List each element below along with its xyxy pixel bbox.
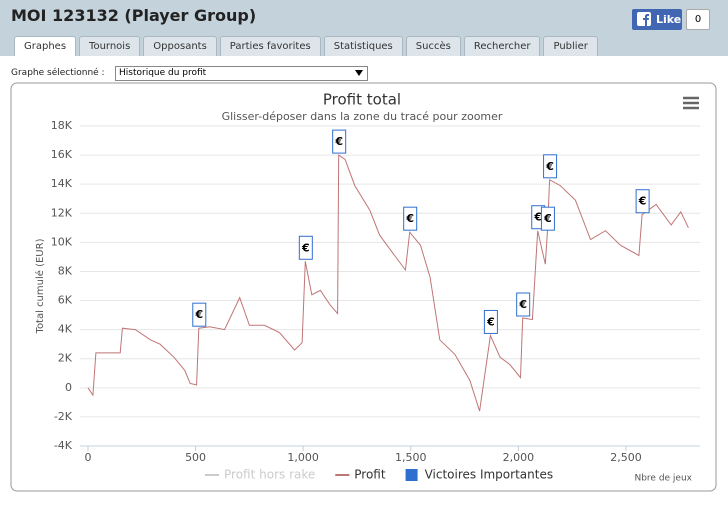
y-tick-label: -4K — [54, 439, 73, 452]
flag: € — [332, 129, 347, 154]
flag: € — [403, 206, 418, 231]
like-button[interactable]: Like — [632, 9, 682, 30]
x-tick-label: 500 — [185, 451, 206, 464]
facebook-icon — [637, 12, 651, 26]
flag-box — [192, 302, 207, 327]
y-tick-label: -2K — [54, 410, 73, 423]
flag: € — [298, 235, 313, 260]
chart-panel — [10, 82, 717, 492]
flag-box — [635, 189, 650, 214]
flag-box — [403, 206, 418, 231]
flag: € — [543, 154, 558, 179]
like-count: 0 — [686, 9, 710, 30]
flag-label: € — [543, 212, 552, 225]
y-tick-label: 6K — [58, 294, 73, 307]
flag-box — [483, 309, 498, 334]
tab-bar: Graphes Tournois Opposants Parties favorite… — [14, 36, 598, 58]
flag: € — [540, 206, 555, 231]
select-value: Historique du profit — [119, 68, 207, 78]
x-tick-label: 2,500 — [610, 451, 642, 464]
dropdown-arrow — [355, 70, 363, 76]
menu-icon[interactable] — [683, 96, 699, 110]
flag-box — [298, 235, 313, 260]
tab[interactable]: Opposants — [143, 36, 217, 57]
flag-label: € — [545, 160, 554, 173]
flag-box — [543, 154, 558, 179]
legend-label: Profit hors rake — [224, 468, 315, 482]
flag-label: € — [533, 211, 542, 224]
y-tick-label: 14K — [51, 177, 73, 190]
tab[interactable]: Publier — [543, 36, 598, 57]
y-tick-label: 2K — [58, 352, 73, 365]
tab[interactable]: Parties favorites — [219, 36, 321, 57]
flag-label: € — [194, 308, 203, 321]
tab[interactable]: Tournois — [79, 36, 141, 57]
flag-box — [540, 206, 555, 231]
y-tick-label: 8K — [58, 264, 73, 277]
like-label: Like — [656, 13, 682, 26]
profit-line — [87, 154, 689, 412]
flag-label: € — [486, 315, 495, 328]
graph-select[interactable]: Historique du profit — [115, 66, 368, 81]
x-tick-label: 1,000 — [287, 451, 319, 464]
flag-label: € — [334, 135, 343, 148]
tab[interactable]: Rechercher — [463, 36, 541, 57]
flag: € — [635, 189, 650, 214]
legend-label: Profit — [354, 468, 386, 482]
flag-box — [332, 129, 347, 154]
x-axis-label: Nbre de jeux — [634, 474, 692, 484]
y-tick-label: 12K — [51, 206, 73, 219]
y-tick-label: 10K — [51, 235, 73, 248]
flag-label: € — [518, 298, 527, 311]
y-tick-label: 0 — [65, 381, 72, 394]
flag-label: € — [638, 195, 647, 208]
flag-box — [516, 292, 531, 317]
flag: € — [516, 292, 531, 317]
legend-swatch — [405, 469, 418, 481]
tab[interactable]: Statistiques — [323, 36, 403, 57]
flag: € — [192, 302, 207, 327]
flag: € — [483, 309, 498, 334]
chart-subtitle: Glisser-déposer dans la zone du tracé po… — [222, 110, 503, 123]
tab[interactable]: Graphes — [14, 36, 77, 58]
flag-label: € — [405, 212, 414, 225]
x-tick-label: 0 — [84, 451, 91, 464]
selector-label: Graphe sélectionné : — [11, 68, 105, 78]
y-tick-label: 16K — [51, 148, 73, 161]
y-tick-label: 18K — [51, 119, 73, 132]
chart-title: Profit total — [323, 91, 401, 109]
y-axis-label: Total cumulé (EUR) — [34, 238, 46, 334]
y-tick-label: 4K — [58, 323, 73, 336]
tab[interactable]: Succès — [405, 36, 461, 57]
x-tick-label: 2,000 — [503, 451, 535, 464]
flag-label: € — [301, 241, 310, 254]
window-title: MOI 123132 (Player Group) — [11, 6, 257, 25]
legend-label: Victoires Importantes — [425, 468, 554, 482]
x-tick-label: 1,500 — [395, 451, 427, 464]
